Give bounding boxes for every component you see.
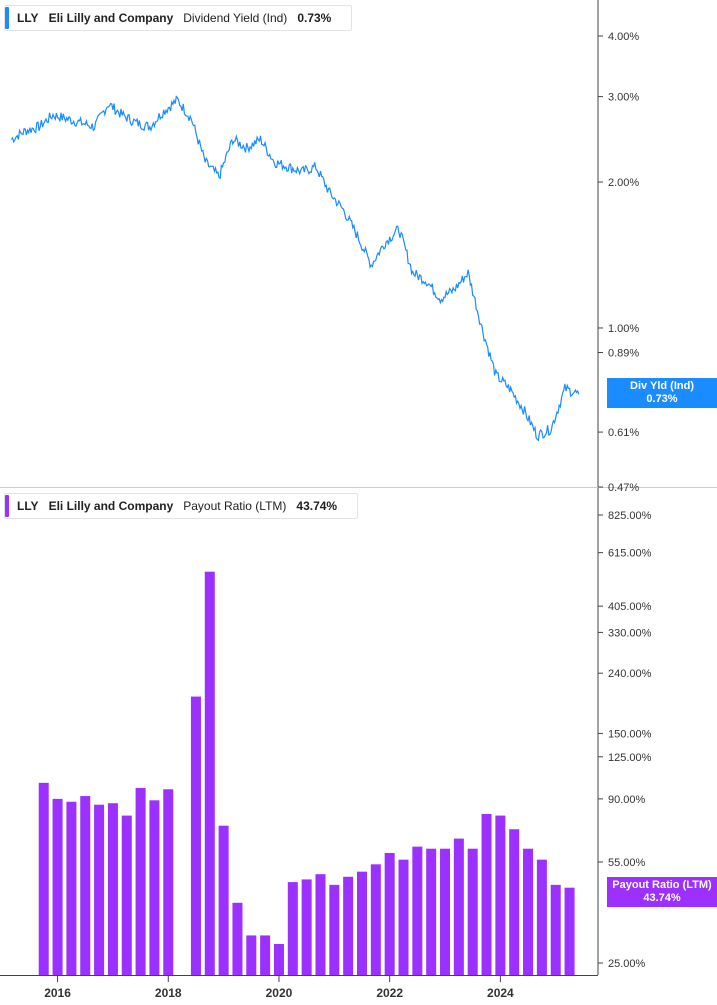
payout-ratio-bar <box>52 798 63 975</box>
top-legend-value: 0.73% <box>297 11 332 25</box>
bottom-y-tick-label: 330.00% <box>608 627 652 639</box>
payout-ratio-bar <box>232 902 243 975</box>
top-y-tick-label: 0.47% <box>608 482 639 494</box>
bottom-y-tick-label: 240.00% <box>608 668 652 680</box>
payout-ratio-bar <box>550 884 561 975</box>
payout-ratio-bar <box>412 846 423 975</box>
payout-ratio-bar <box>523 848 534 975</box>
bottom-y-tick-label: 615.00% <box>608 548 652 560</box>
top-y-tick-label: 0.61% <box>608 427 639 439</box>
payout-ratio-bar <box>66 801 77 975</box>
payout-ratio-bar <box>190 696 201 975</box>
payout-ratio-bar <box>564 887 575 975</box>
top-legend-metric: Dividend Yield (Ind) <box>183 11 288 25</box>
x-tick-label: 2016 <box>44 986 71 1000</box>
bottom-legend-swatch <box>5 495 9 517</box>
dividend-yield-line <box>10 95 580 442</box>
top-y-tick-label: 2.00% <box>608 177 639 189</box>
bottom-y-tick-label: 125.00% <box>608 752 652 764</box>
top-y-tick-label: 1.00% <box>608 323 639 335</box>
payout-ratio-flag: Payout Ratio (LTM) 43.74% <box>607 877 717 907</box>
payout-ratio-bar <box>94 804 105 975</box>
top-legend[interactable]: LLY Eli Lilly and Company Dividend Yield… <box>4 5 353 31</box>
payout-ratio-bar <box>273 943 284 975</box>
bottom-legend-metric: Payout Ratio (LTM) <box>183 499 287 513</box>
payout-ratio-bar <box>495 815 506 975</box>
payout-ratio-bar <box>453 838 464 975</box>
payout-ratio-flag-label: Payout Ratio (LTM) <box>612 879 712 891</box>
payout-ratio-bar <box>260 935 271 975</box>
bottom-legend-company: Eli Lilly and Company <box>48 499 174 513</box>
payout-ratio-bar <box>356 871 367 975</box>
payout-ratio-bar <box>135 787 146 975</box>
bottom-y-tick-label: 825.00% <box>608 510 652 522</box>
div-yield-flag: Div Yld (Ind) 0.73% <box>607 378 717 408</box>
x-tick-label: 2024 <box>487 986 514 1000</box>
payout-ratio-bar <box>163 789 174 975</box>
payout-ratio-bar <box>426 848 437 975</box>
payout-ratio-bar <box>398 859 409 975</box>
payout-ratio-bar <box>107 803 118 975</box>
payout-ratio-bar <box>467 848 478 975</box>
payout-ratio-flag-value: 43.74% <box>643 892 681 904</box>
payout-ratio-bar <box>440 848 451 975</box>
payout-ratio-bar <box>121 815 132 975</box>
bottom-y-tick-label: 25.00% <box>608 958 646 970</box>
payout-ratio-bar <box>80 796 91 975</box>
top-y-tick-label: 3.00% <box>608 92 639 104</box>
payout-ratio-bar <box>384 852 395 975</box>
top-legend-company: Eli Lilly and Company <box>48 11 174 25</box>
x-tick-label: 2022 <box>376 986 403 1000</box>
bottom-y-tick-label: 150.00% <box>608 728 652 740</box>
bottom-legend[interactable]: LLY Eli Lilly and Company Payout Ratio (… <box>4 493 359 519</box>
bottom-legend-ticker: LLY <box>17 499 39 513</box>
bottom-y-tick-label: 55.00% <box>608 857 646 869</box>
payout-ratio-bar <box>218 825 229 975</box>
payout-ratio-bar <box>509 829 520 975</box>
payout-ratio-bar <box>38 782 49 975</box>
x-tick-label: 2020 <box>266 986 293 1000</box>
payout-ratio-bar <box>481 813 492 975</box>
top-y-tick-label: 4.00% <box>608 31 639 43</box>
bottom-legend-value: 43.74% <box>296 499 338 513</box>
payout-ratio-bar <box>287 882 298 975</box>
payout-ratio-bar <box>315 874 326 975</box>
bottom-y-tick-label: 405.00% <box>608 601 652 613</box>
payout-ratio-bar <box>204 571 215 975</box>
top-legend-ticker: LLY <box>17 11 39 25</box>
payout-ratio-bar <box>149 800 160 975</box>
payout-ratio-bar <box>301 879 312 975</box>
payout-ratio-bar <box>329 884 340 975</box>
x-tick-label: 2018 <box>155 986 182 1000</box>
payout-ratio-bar <box>536 859 547 975</box>
top-legend-swatch <box>5 7 9 29</box>
payout-ratio-bar <box>343 876 354 975</box>
bottom-y-tick-label: 90.00% <box>608 794 646 806</box>
div-yield-flag-value: 0.73% <box>646 393 678 405</box>
top-y-tick-label: 0.89% <box>608 348 639 360</box>
payout-ratio-bar <box>370 864 381 975</box>
payout-ratio-bar <box>246 935 257 975</box>
div-yield-flag-label: Div Yld (Ind) <box>630 380 694 392</box>
